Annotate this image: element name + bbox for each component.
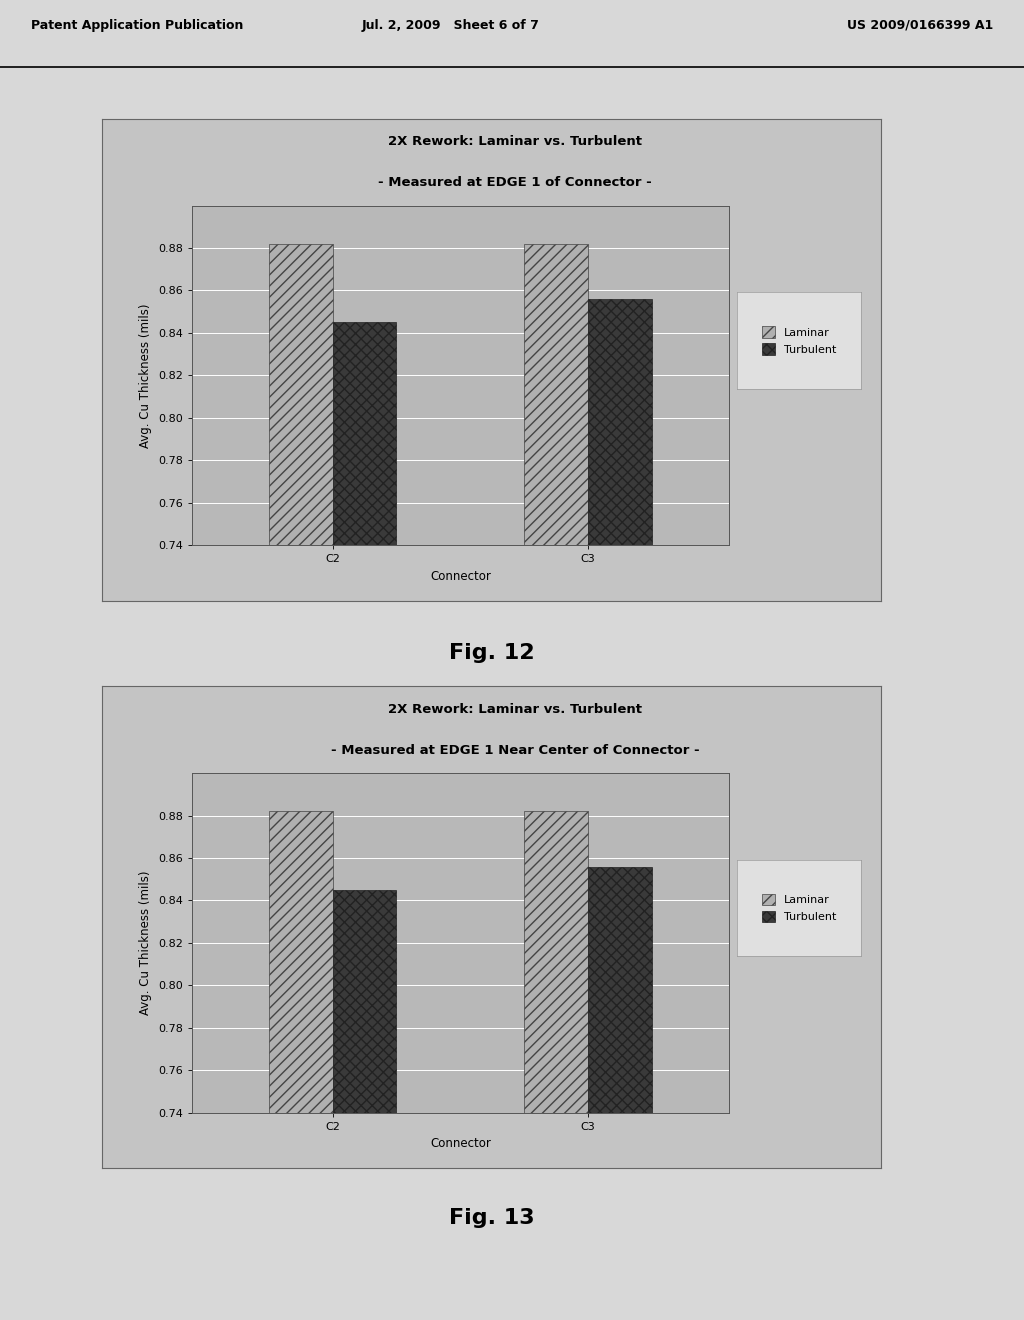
Text: US 2009/0166399 A1: US 2009/0166399 A1 — [847, 18, 993, 32]
Bar — [588, 298, 652, 545]
Bar — [268, 244, 333, 545]
Bar — [268, 812, 333, 1113]
Text: Fig. 12: Fig. 12 — [449, 643, 535, 664]
Text: Fig. 13: Fig. 13 — [449, 1208, 535, 1228]
Bar — [333, 322, 396, 545]
Legend: Laminar, Turbulent: Laminar, Turbulent — [756, 888, 842, 928]
Text: 2X Rework: Laminar vs. Turbulent: 2X Rework: Laminar vs. Turbulent — [388, 135, 642, 148]
Y-axis label: Avg. Cu Thickness (mils): Avg. Cu Thickness (mils) — [139, 304, 153, 447]
Text: 2X Rework: Laminar vs. Turbulent: 2X Rework: Laminar vs. Turbulent — [388, 702, 642, 715]
Legend: Laminar, Turbulent: Laminar, Turbulent — [756, 321, 842, 360]
Text: - Measured at EDGE 1 Near Center of Connector -: - Measured at EDGE 1 Near Center of Conn… — [331, 743, 699, 756]
Bar — [333, 890, 396, 1113]
Text: Patent Application Publication: Patent Application Publication — [31, 18, 243, 32]
X-axis label: Connector: Connector — [430, 570, 490, 582]
Bar — [524, 244, 588, 545]
Text: Jul. 2, 2009   Sheet 6 of 7: Jul. 2, 2009 Sheet 6 of 7 — [361, 18, 540, 32]
Bar — [588, 866, 652, 1113]
Bar — [524, 812, 588, 1113]
X-axis label: Connector: Connector — [430, 1138, 490, 1150]
Y-axis label: Avg. Cu Thickness (mils): Avg. Cu Thickness (mils) — [139, 871, 153, 1015]
Text: - Measured at EDGE 1 of Connector -: - Measured at EDGE 1 of Connector - — [378, 176, 651, 189]
